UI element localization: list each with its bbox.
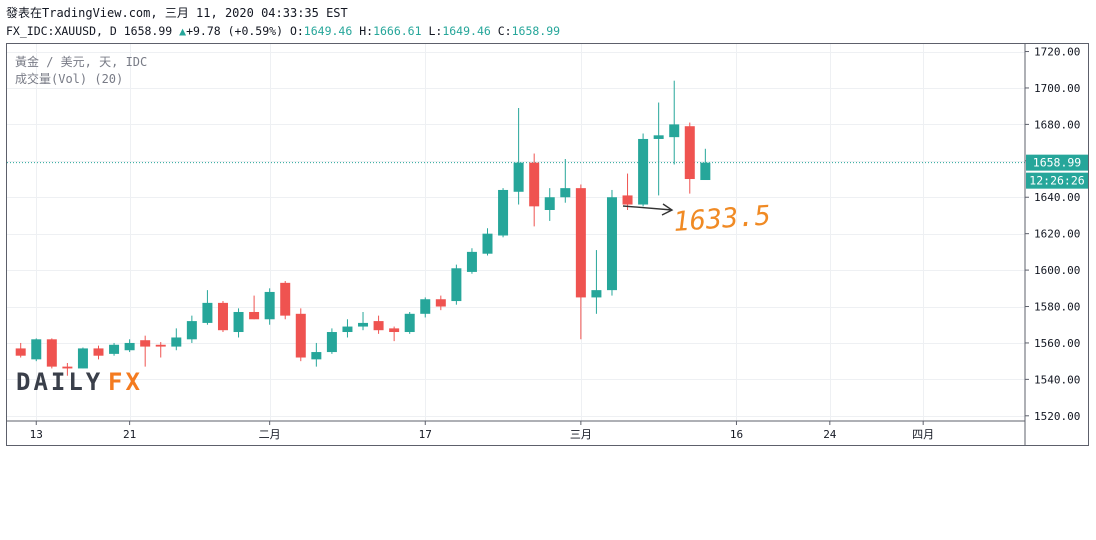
candle-body <box>93 348 104 356</box>
price-tick-label: 1560.00 <box>1034 337 1080 350</box>
candle-body <box>342 326 353 333</box>
candle-body <box>358 322 369 327</box>
candle-body <box>140 340 151 347</box>
candle-body <box>62 366 73 369</box>
volume-legend: 成交量(Vol) (20) <box>15 71 123 86</box>
last-price-tag-label: 1658.99 <box>1033 156 1082 170</box>
annotation-arrow <box>622 203 674 216</box>
chart-legend: 黃金 / 美元, 天, IDC 成交量(Vol) (20) <box>15 54 147 86</box>
time-tick-label: 四月 <box>912 428 934 441</box>
candle-body <box>498 189 509 236</box>
candle-body <box>435 299 446 307</box>
price-tick-label: 1620.00 <box>1034 228 1080 241</box>
grid-lines <box>7 44 1025 421</box>
price-tick-label: 1640.00 <box>1034 191 1080 204</box>
candle-body <box>264 291 275 320</box>
candle-body <box>15 348 26 356</box>
time-tick-label: 二月 <box>259 428 281 441</box>
candle-body <box>560 188 571 198</box>
candle-body <box>591 290 602 298</box>
candle-body <box>684 126 695 180</box>
dailyfx-logo: DAILY FX <box>16 368 143 396</box>
price-tick-label: 1680.00 <box>1034 118 1080 131</box>
candle-body <box>46 339 57 367</box>
candle-body <box>311 352 322 360</box>
price-axis[interactable]: 1520.00 1540.00 1560.00 1580.00 1600.00 1620.… <box>1025 46 1080 423</box>
candle-body <box>482 233 493 254</box>
candles <box>15 80 711 376</box>
candle-body <box>420 299 431 314</box>
candle-body <box>124 342 135 351</box>
candle-body <box>217 302 228 331</box>
last-price-tag: 1658.99 12:26:26 <box>1026 154 1088 189</box>
candle-body <box>700 162 711 181</box>
high-value: 1666.61 <box>373 24 422 38</box>
time-tick-label: 13 <box>30 428 43 441</box>
time-axis[interactable]: 13 21 二月 17 三月 16 24 四月 <box>30 421 935 441</box>
candle-body <box>451 268 462 302</box>
candle-body <box>109 344 120 354</box>
last-price: 1658.99 <box>123 24 173 38</box>
candle-body <box>233 311 244 333</box>
price-tick-label: 1520.00 <box>1034 410 1080 423</box>
candle-body <box>622 195 633 205</box>
countdown-tag-label: 12:26:26 <box>1029 174 1084 188</box>
open-value: 1649.46 <box>303 24 353 38</box>
up-arrow-icon: ▲ <box>179 24 187 38</box>
candle-body <box>653 135 664 139</box>
price-change: +9.78 (+0.59%) <box>186 24 283 38</box>
candle-body <box>186 321 197 340</box>
candle-body <box>171 337 182 347</box>
candle-body <box>466 251 477 272</box>
low-label: L: <box>428 24 443 38</box>
close-label: C: <box>497 24 512 38</box>
candle-body <box>373 321 384 331</box>
candle-body <box>77 348 88 369</box>
price-tick-label: 1580.00 <box>1034 301 1080 314</box>
candle-body <box>638 138 649 205</box>
chart-frame <box>6 43 1089 446</box>
candle-body <box>249 311 260 320</box>
symbol-label: FX_IDC:XAUUSD, D <box>6 24 117 38</box>
time-tick-label: 17 <box>419 428 432 441</box>
publish-info: 發表在TradingView.com, 三月 11, 2020 04:33:35… <box>6 6 348 20</box>
annotation-text: 1633.5 <box>672 200 771 238</box>
symbol-title: 黃金 / 美元, 天, IDC <box>15 54 147 69</box>
candle-body <box>544 197 555 210</box>
candle-body <box>280 282 291 316</box>
candle-body <box>326 332 337 353</box>
logo-fx: FX <box>108 368 143 396</box>
price-tick-label: 1700.00 <box>1034 82 1080 95</box>
price-tick-label: 1720.00 <box>1034 46 1080 59</box>
last-price-tag-bg <box>1026 154 1088 171</box>
low-value: 1649.46 <box>442 24 491 38</box>
time-tick-label: 24 <box>823 428 837 441</box>
ohlc-bar: FX_IDC:XAUUSD, D 1658.99 ▲+9.78 (+0.59%)… <box>6 24 560 38</box>
candle-body <box>31 339 42 360</box>
time-tick-label: 21 <box>123 428 136 441</box>
candle-body <box>669 124 680 138</box>
open-label: O: <box>289 24 304 38</box>
price-tick-label: 1540.00 <box>1034 373 1080 386</box>
price-tick-label: 1600.00 <box>1034 264 1080 277</box>
high-label: H: <box>359 24 374 38</box>
drawing-annotation: 1633.5 <box>622 200 772 238</box>
candle-body <box>202 302 213 323</box>
candle-body <box>155 344 166 347</box>
candle-body <box>389 328 400 333</box>
candle-body <box>513 162 524 192</box>
time-tick-label: 16 <box>730 428 743 441</box>
candle-body <box>606 197 617 291</box>
candle-body <box>575 188 586 298</box>
countdown-tag-bg <box>1026 172 1088 189</box>
close-value: 1658.99 <box>511 24 561 38</box>
candle-body <box>295 313 306 358</box>
candle-body <box>529 162 540 207</box>
candle-body <box>404 313 415 333</box>
time-tick-label: 三月 <box>570 428 592 441</box>
logo-daily: DAILY <box>16 368 103 396</box>
